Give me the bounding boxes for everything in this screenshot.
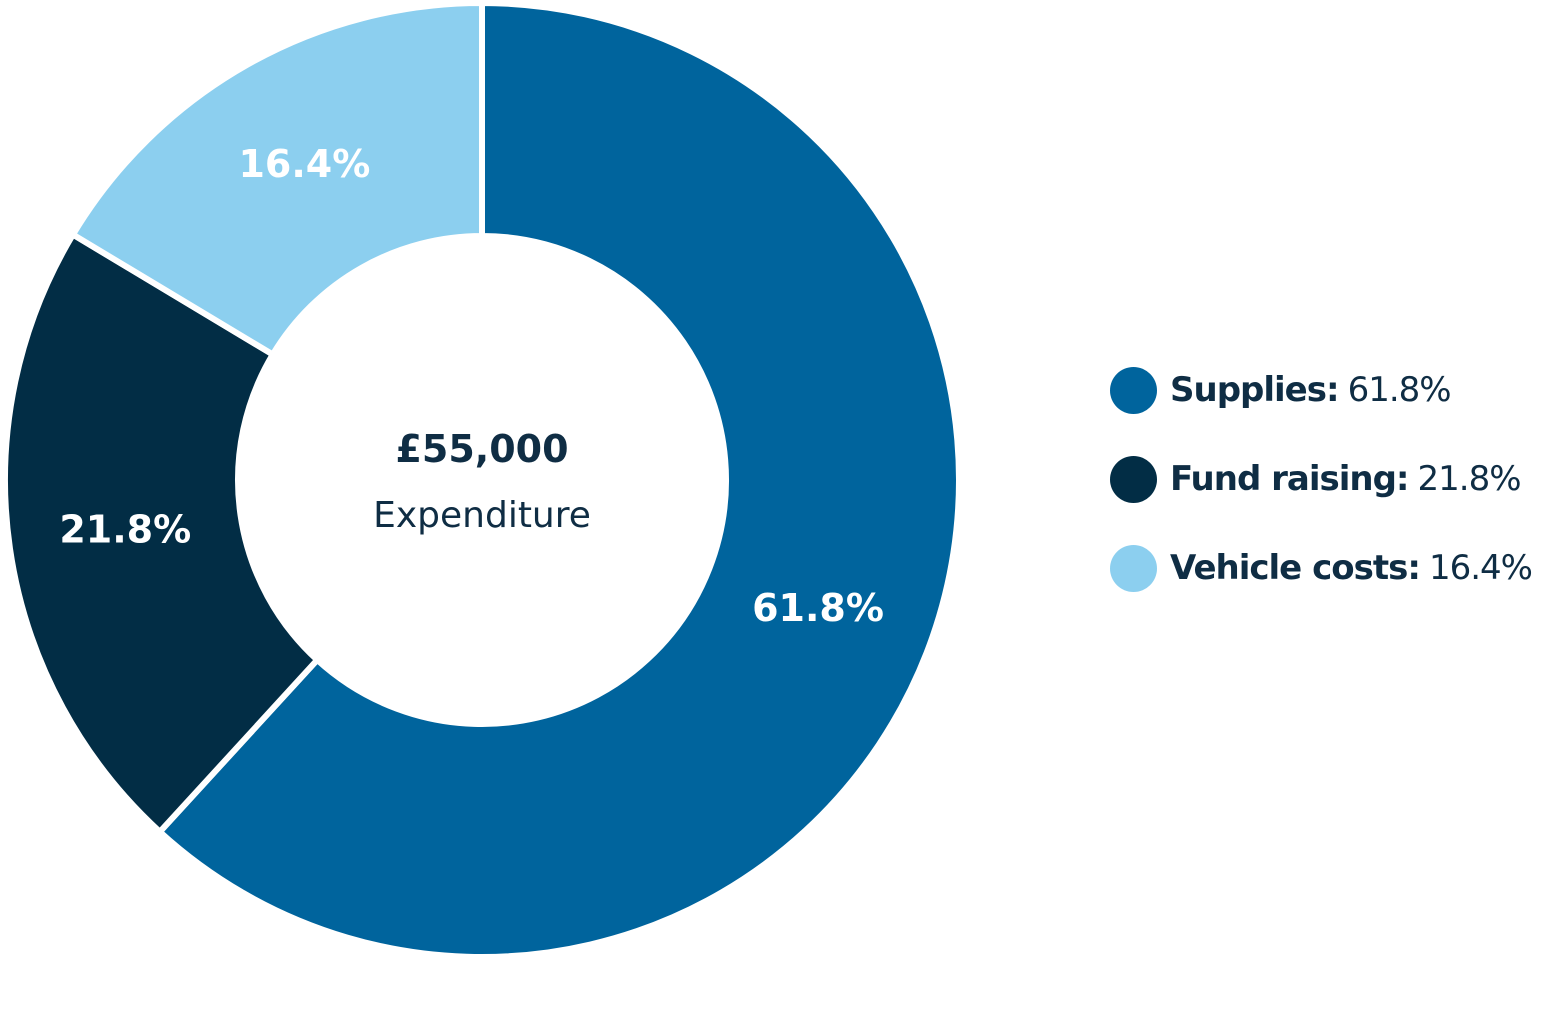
legend-separator: : — [1325, 370, 1340, 410]
legend-separator: : — [1395, 459, 1410, 499]
legend-separator: : — [1407, 548, 1421, 588]
legend-label: Supplies — [1170, 370, 1327, 410]
legend-item-supplies: Supplies: 61.8% — [1110, 366, 1565, 414]
legend-value: 21.8% — [1417, 459, 1522, 499]
donut-slices — [2, 0, 962, 960]
legend-value: 61.8% — [1347, 370, 1452, 410]
slice-supplies — [155, 0, 962, 960]
legend-label: Fund raising — [1170, 459, 1397, 499]
legend-swatch-fund-raising — [1110, 455, 1157, 503]
slice-label-supplies: 61.8% — [752, 586, 884, 630]
center-caption: Expenditure — [373, 495, 591, 536]
donut-chart: 61.8% 21.8% 16.4% £55,000 Expenditure — [2, 0, 962, 960]
slice-vehicle-costs — [68, 0, 485, 359]
legend-swatch-supplies — [1110, 366, 1157, 414]
slice-label-fund-raising: 21.8% — [59, 507, 191, 551]
legend-label: Vehicle costs — [1170, 548, 1408, 588]
legend-swatch-vehicle-costs — [1110, 544, 1157, 592]
legend-item-fund-raising: Fund raising: 21.8% — [1110, 455, 1565, 503]
slice-fund-raising — [2, 230, 322, 837]
legend: Supplies: 61.8% Fund raising: 21.8% Vehi… — [1110, 366, 1565, 633]
center-amount: £55,000 — [395, 427, 568, 471]
slice-label-vehicle-costs: 16.4% — [238, 142, 370, 186]
legend-item-vehicle-costs: Vehicle costs: 16.4% — [1110, 544, 1565, 592]
slice-labels: 61.8% 21.8% 16.4% — [59, 142, 884, 630]
legend-value: 16.4% — [1428, 548, 1533, 588]
